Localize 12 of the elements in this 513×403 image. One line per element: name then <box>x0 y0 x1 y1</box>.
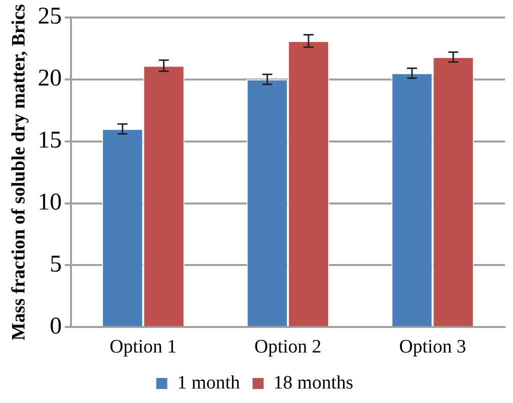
y-tick-label: 25 <box>38 4 62 30</box>
y-tick-label: 20 <box>38 66 62 92</box>
y-tick-label: 5 <box>50 252 62 278</box>
y-axis-title: Mass fraction of soluble dry matter, Brics <box>8 4 30 341</box>
legend-label: 1 month <box>177 372 241 394</box>
y-tick-label: 0 <box>50 313 62 340</box>
x-tick-label: Option 2 <box>254 336 322 358</box>
x-tick-label: Option 1 <box>110 336 177 358</box>
y-tick-label: 15 <box>38 128 62 154</box>
y-tick-label: 10 <box>38 190 62 216</box>
legend-label: 18 months <box>274 372 354 394</box>
x-tick-label: Option 3 <box>399 336 466 358</box>
